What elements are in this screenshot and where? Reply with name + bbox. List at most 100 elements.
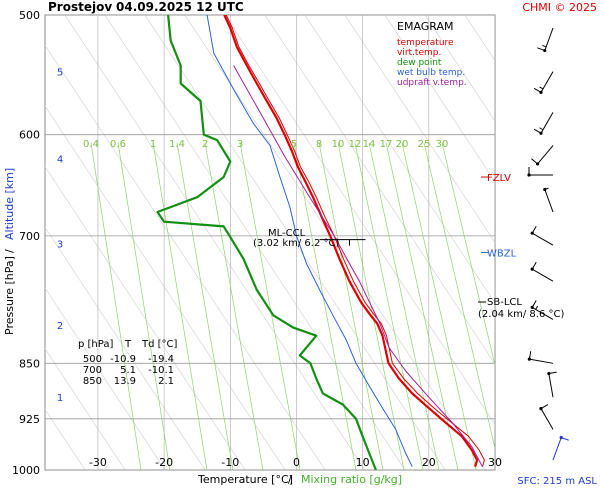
- mixing-ratio-label: 0.6: [110, 139, 126, 150]
- wind-barb-feather: [535, 305, 539, 310]
- altitude-tick-label: 4: [57, 154, 63, 165]
- dry-adiabat-line: [144, 15, 446, 470]
- altitude-tick-label: 1: [57, 393, 63, 404]
- temperature-tick-label: -10: [221, 456, 239, 469]
- mixing-ratio-line: [293, 142, 357, 470]
- table-header-pressure: p [hPa]: [78, 339, 113, 350]
- series-line-dew-point: [156, 15, 377, 470]
- temperature-tick-label: 0: [293, 456, 300, 469]
- mixing-ratio-line: [354, 142, 424, 470]
- wind-barb: [527, 166, 553, 177]
- temperature-tick-label: -30: [89, 456, 107, 469]
- wind-barb: [539, 404, 554, 430]
- wind-barb-feather: [533, 128, 542, 134]
- series-line-virt-temp: [225, 15, 485, 467]
- chart-datetime: 04.09.2025 12 UTC: [116, 0, 244, 14]
- table-cell: -10.9: [110, 354, 136, 365]
- dry-adiabat-line: [224, 15, 495, 426]
- grid: [0, 15, 600, 470]
- wind-barb-shaft: [540, 408, 554, 430]
- wind-barb-shaft: [531, 232, 554, 246]
- wind-barb: [531, 145, 554, 166]
- dry-adiabat-line: [384, 15, 495, 183]
- temperature-tick-label: -20: [155, 456, 173, 469]
- mixing-ratio-label: 30: [436, 139, 449, 150]
- table-cell: 2.1: [158, 376, 174, 387]
- y-axis-label-pressure: Pressure [hPa]: [3, 256, 16, 335]
- mixing-ratio-label: 0.4: [83, 139, 99, 150]
- temperature-tick-label: 10: [356, 456, 370, 469]
- pressure-tick-label: 500: [19, 9, 40, 22]
- copyright: CHMI © 2025: [522, 1, 597, 14]
- level-label-wbzl: WBZL: [487, 249, 517, 260]
- mixing-ratio-label: 3: [237, 139, 243, 150]
- altitude-tick-label: 5: [57, 68, 63, 79]
- dry-adiabat-line: [104, 15, 406, 470]
- table-cell: 13.9: [114, 376, 136, 387]
- temperature-tick-label: 20: [422, 456, 436, 469]
- chart-title: EMAGRAM: [397, 20, 454, 33]
- wind-barb: [530, 300, 554, 320]
- dry-adiabat-line: [304, 15, 495, 304]
- wind-barb: [543, 187, 554, 213]
- dry-adiabat-line: [45, 226, 206, 470]
- mixing-ratio-label: 2: [202, 139, 208, 150]
- dry-adiabat-line: [45, 166, 246, 470]
- mixing-ratio-line: [441, 142, 495, 367]
- legend-item-wet-bulb: wet bulb temp.: [397, 68, 465, 78]
- wind-barb: [533, 112, 554, 135]
- mixing-ratio-line: [239, 142, 301, 470]
- dry-adiabat-line: [45, 348, 126, 470]
- wind-barb-feather: [542, 44, 547, 48]
- dry-adiabat-line: [45, 287, 166, 470]
- mixing-ratio-label: 8: [316, 139, 322, 150]
- wind-barb-feather: [531, 226, 537, 234]
- legend-item-updraft: udpraft v.temp.: [397, 78, 467, 88]
- mixing-ratio-line: [152, 142, 208, 470]
- levels-group: FZLV WBZL: [481, 173, 517, 260]
- series-group: [156, 15, 485, 470]
- wind-barb: [547, 371, 557, 398]
- pressure-tick-label: 600: [19, 129, 40, 142]
- pressure-tick-label: 1000: [12, 464, 40, 477]
- ml-ccl-label: ML-CCL: [268, 228, 306, 239]
- pressure-tick-label: 925: [19, 413, 40, 426]
- mixing-ratio-line: [423, 142, 495, 451]
- mixing-ratio-label: 25: [418, 139, 431, 150]
- sb-lcl-label: SB-LCL: [487, 297, 522, 308]
- dry-adiabat-line: [45, 44, 326, 470]
- level-label-fzlv: FZLV: [487, 173, 511, 184]
- table-header-dewpoint: Td [°C]: [141, 339, 178, 350]
- mixing-ratio-lines: [90, 142, 495, 470]
- wind-barb-shaft: [531, 268, 554, 282]
- wind-barb-feather: [531, 300, 537, 308]
- dry-adiabat-line: [264, 15, 495, 365]
- mixing-ratio-label: 14: [363, 139, 376, 150]
- plot-area: [44, 14, 496, 471]
- mixing-ratio-line: [204, 142, 264, 470]
- y-axis-label-altitude: Altitude [km]: [3, 168, 16, 240]
- mixing-ratio-line: [401, 142, 477, 470]
- mixing-ratio-line: [368, 142, 440, 470]
- table-cell: 700: [83, 365, 102, 376]
- dry-adiabat-line: [0, 15, 5, 470]
- series-line-temperature: [223, 15, 479, 468]
- wind-barb-feather: [528, 351, 532, 360]
- wind-barb-shaft: [537, 145, 554, 165]
- altitude-tick-label: 3: [57, 239, 63, 250]
- dry-adiabat-line: [545, 15, 600, 470]
- station-name: Prostejov: [48, 0, 112, 14]
- wind-barb-feather: [531, 261, 537, 270]
- wind-barb-shaft: [548, 373, 554, 398]
- wind-barb-feather: [544, 187, 549, 190]
- altitude-tick-label: 2: [57, 321, 63, 332]
- dry-adiabat-line: [64, 15, 366, 470]
- dry-adiabat-line: [344, 15, 495, 244]
- wind-barb-feather: [531, 158, 538, 165]
- mixing-ratio-label: 17: [380, 139, 393, 150]
- series-line-wet-bulb-temp: [206, 15, 413, 467]
- wind-barb: [533, 71, 554, 94]
- pressure-tick-label: 850: [19, 357, 40, 370]
- mixing-ratio-line: [117, 142, 171, 470]
